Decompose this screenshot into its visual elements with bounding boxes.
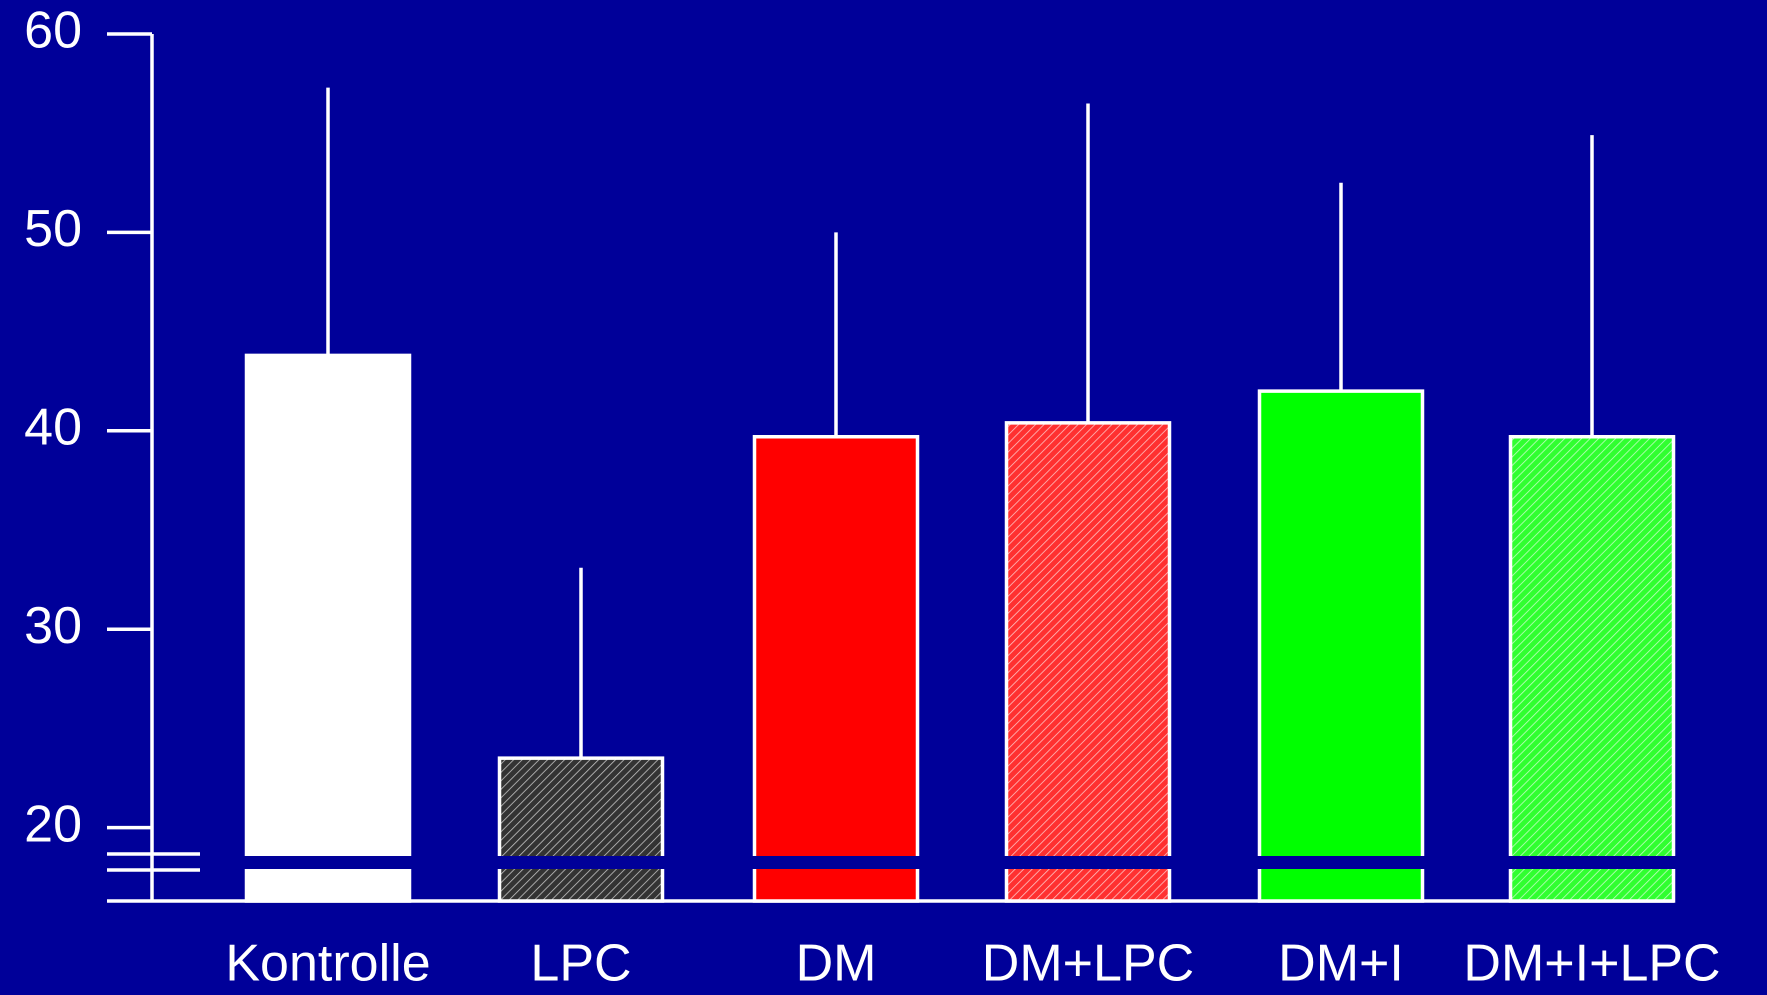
x-tick-label: DM+I+LPC bbox=[1463, 935, 1720, 993]
x-tick-label: DM+LPC bbox=[982, 935, 1194, 993]
y-tick-label: 20 bbox=[24, 795, 82, 853]
bar-hatch bbox=[1510, 436, 1674, 901]
x-tick-label: DM+I bbox=[1278, 935, 1404, 993]
bar bbox=[1257, 389, 1425, 903]
y-tick-label: 40 bbox=[24, 399, 82, 457]
x-tick-label: Kontrolle bbox=[225, 935, 430, 993]
y-tick-label: 60 bbox=[24, 2, 82, 60]
bar-hatch bbox=[499, 758, 663, 901]
y-tick-label: 50 bbox=[24, 200, 82, 258]
axis-break-gap bbox=[200, 856, 1700, 869]
x-tick-label: DM bbox=[796, 935, 877, 993]
bar bbox=[244, 353, 412, 903]
x-tick-label: LPC bbox=[530, 935, 631, 993]
bar bbox=[752, 434, 920, 903]
y-tick-label: 30 bbox=[24, 597, 82, 655]
bar-hatch bbox=[1006, 422, 1170, 901]
